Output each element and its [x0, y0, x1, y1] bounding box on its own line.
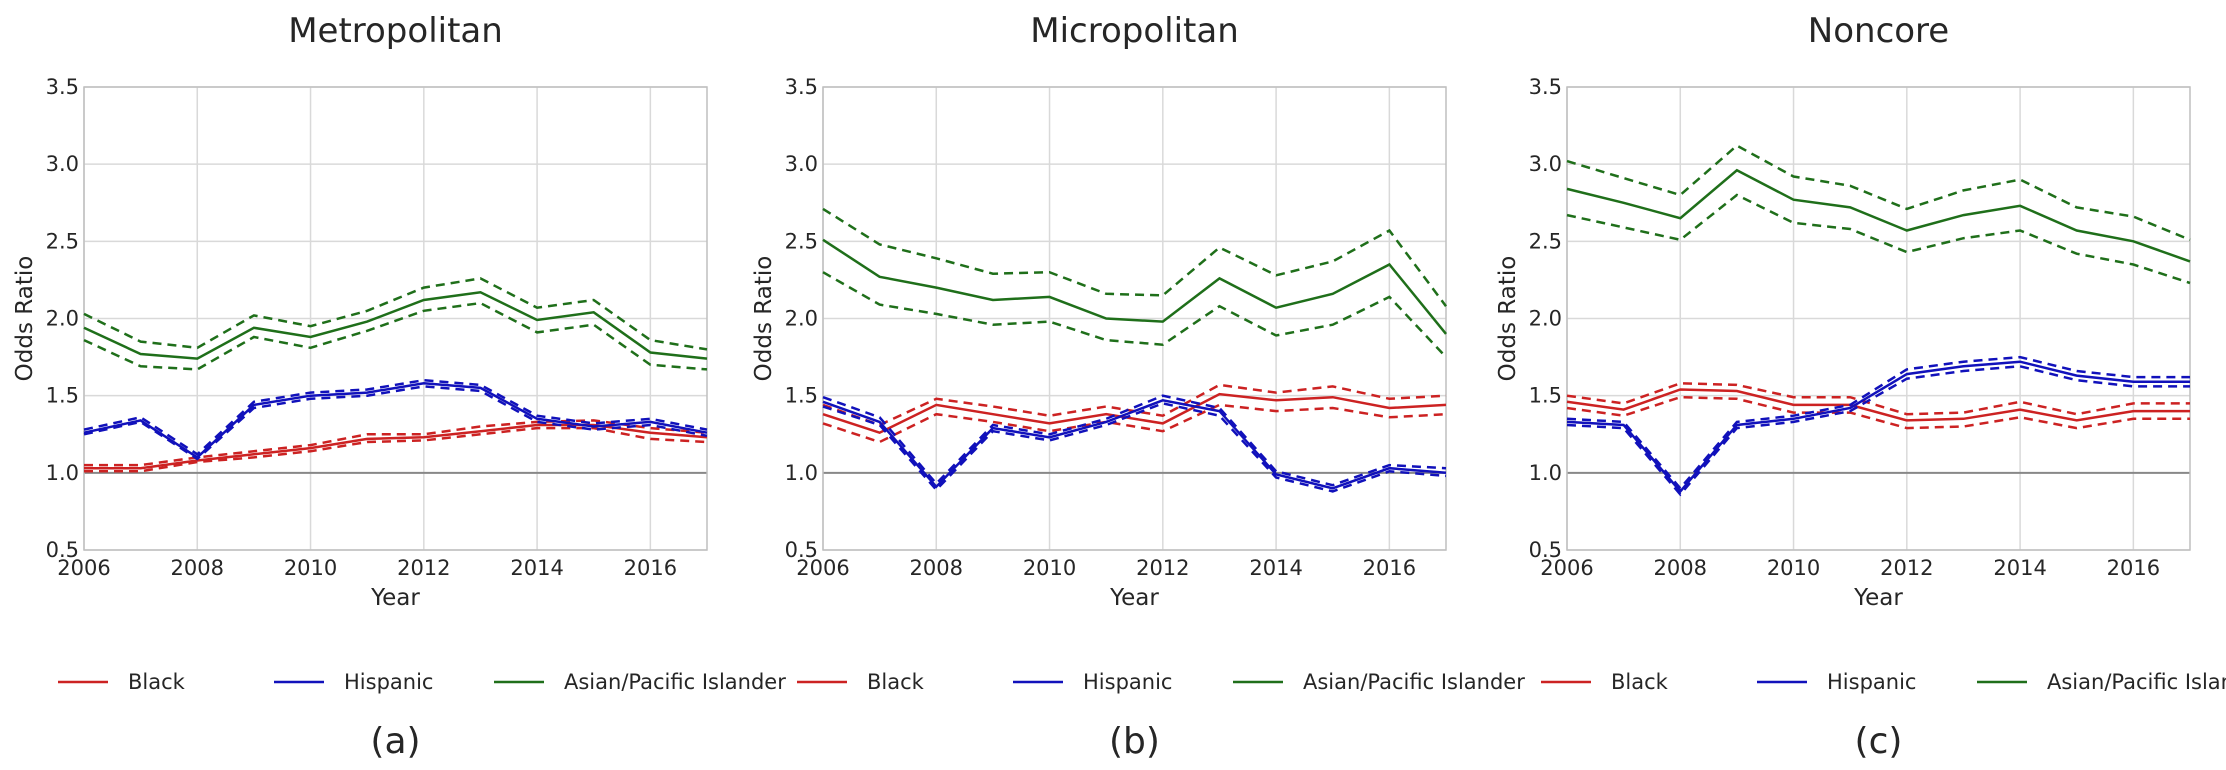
x-tick-label: 2014 [510, 556, 563, 580]
x-tick-label: 2006 [57, 556, 110, 580]
series-hispanic [83, 378, 708, 461]
series-black [1566, 382, 2190, 430]
y-tick-label: 3.5 [1529, 75, 1562, 99]
x-tick-label: 2012 [397, 556, 450, 580]
ci-upper-line [1566, 355, 2190, 491]
legend-label: Asian/Pacific Islander [2047, 670, 2226, 694]
series-line [822, 392, 1447, 435]
x-tick-label: 2006 [796, 556, 849, 580]
legend-label: Asian/Pacific Islander [1303, 670, 1525, 694]
y-tick-label: 1.0 [46, 461, 79, 485]
y-tick-label: 3.5 [785, 75, 818, 99]
y-tick-label: 1.5 [785, 384, 818, 408]
y-tick-label: 3.5 [46, 75, 79, 99]
legend-label: Hispanic [1827, 670, 1916, 694]
panel-caption: (b) [1109, 721, 1160, 762]
x-axis-label: Year [1853, 585, 1903, 611]
legend-label: Hispanic [1083, 670, 1172, 694]
x-tick-label: 2006 [1540, 556, 1593, 580]
y-tick-label: 0.5 [785, 538, 818, 562]
x-tick-label: 2016 [1363, 556, 1416, 580]
y-tick-label: 1.0 [1529, 461, 1562, 485]
y-axis-label: Odds Ratio [751, 256, 777, 382]
series-line [1566, 388, 2190, 422]
ci-lower-line [1566, 193, 2191, 285]
x-axis-label: Year [1109, 585, 1159, 611]
legend-label: Black [128, 670, 186, 694]
y-tick-label: 3.0 [46, 152, 79, 176]
legend: Black Hispanic Asian/Pacific Islander [58, 670, 786, 694]
series-asian-pacific-islander [1566, 144, 2191, 285]
plot-frame [83, 86, 708, 551]
panel-title: Noncore [1808, 11, 1949, 51]
y-tick-label: 1.0 [785, 461, 818, 485]
legend: Black Hispanic Asian/Pacific Islander [1541, 670, 2226, 694]
series-line [822, 238, 1447, 335]
series-line [1566, 360, 2190, 494]
series-asian-pacific-islander [822, 207, 1448, 358]
y-tick-label: 2.5 [785, 229, 818, 253]
x-tick-label: 2008 [1654, 556, 1707, 580]
x-tick-label: 2012 [1136, 556, 1189, 580]
y-tick-label: 2.0 [785, 307, 818, 331]
ci-lower-line [822, 271, 1447, 358]
panel-caption: (a) [370, 721, 420, 762]
legend-label: Hispanic [344, 670, 433, 694]
x-tick-label: 2010 [1023, 556, 1076, 580]
ci-upper-line [83, 378, 708, 456]
series-line [83, 291, 708, 360]
series-hispanic [822, 394, 1447, 493]
ci-lower-line [1566, 395, 2190, 430]
series-line [822, 399, 1447, 490]
x-tick-label: 2008 [910, 556, 963, 580]
ci-lower-line [822, 403, 1447, 444]
x-tick-label: 2016 [2107, 556, 2160, 580]
y-tick-label: 2.5 [46, 229, 79, 253]
panel-caption: (c) [1855, 721, 1903, 762]
ci-upper-line [1566, 144, 2191, 241]
x-tick-label: 2014 [1993, 556, 2046, 580]
series-line [1566, 168, 2191, 263]
ci-upper-line [83, 277, 708, 351]
legend-label: Black [867, 670, 925, 694]
panel-title: Micropolitan [1030, 11, 1239, 51]
ci-lower-line [83, 301, 708, 371]
ci-lower-line [1566, 365, 2190, 497]
x-tick-label: 2008 [171, 556, 224, 580]
legend-label: Asian/Pacific Islander [564, 670, 786, 694]
y-axis-label: Odds Ratio [12, 256, 38, 382]
y-tick-label: 1.5 [1529, 384, 1562, 408]
plot-frame [822, 86, 1447, 551]
ci-lower-line [83, 385, 708, 461]
x-tick-label: 2012 [1880, 556, 1933, 580]
series-line [83, 382, 708, 459]
y-axis-label: Odds Ratio [1495, 256, 1521, 382]
panel-title: Metropolitan [288, 11, 503, 51]
x-tick-label: 2014 [1249, 556, 1302, 580]
series-asian-pacific-islander [83, 277, 708, 371]
chart-panel-3: Noncore 0.5 1.0 1.5 2.0 2.5 3.0 3.5 2006 2008 2010… [1495, 11, 2226, 762]
ci-upper-line [822, 394, 1447, 487]
y-tick-label: 1.5 [46, 384, 79, 408]
y-tick-label: 2.0 [1529, 307, 1562, 331]
y-tick-label: 0.5 [1529, 538, 1562, 562]
chart-panel-1: Metropolitan 0.5 1.0 1.5 2.0 2.5 3.0 3.5 2006 200… [12, 11, 786, 762]
legend: Black Hispanic Asian/Pacific Islander [797, 670, 1525, 694]
y-tick-label: 3.0 [785, 152, 818, 176]
chart-panel-2: Micropolitan 0.5 1.0 1.5 2.0 2.5 3.0 3.5 2006 200… [751, 11, 1525, 762]
x-axis-label: Year [370, 585, 420, 611]
legend-label: Black [1611, 670, 1669, 694]
x-tick-label: 2010 [284, 556, 337, 580]
x-tick-label: 2010 [1767, 556, 1820, 580]
y-tick-label: 2.5 [1529, 229, 1562, 253]
plot-frame [1566, 86, 2191, 551]
y-tick-label: 2.0 [46, 307, 79, 331]
y-tick-label: 0.5 [46, 538, 79, 562]
ci-upper-line [1566, 382, 2190, 416]
series-hispanic [1566, 355, 2190, 497]
x-tick-label: 2016 [624, 556, 677, 580]
y-tick-label: 3.0 [1529, 152, 1562, 176]
